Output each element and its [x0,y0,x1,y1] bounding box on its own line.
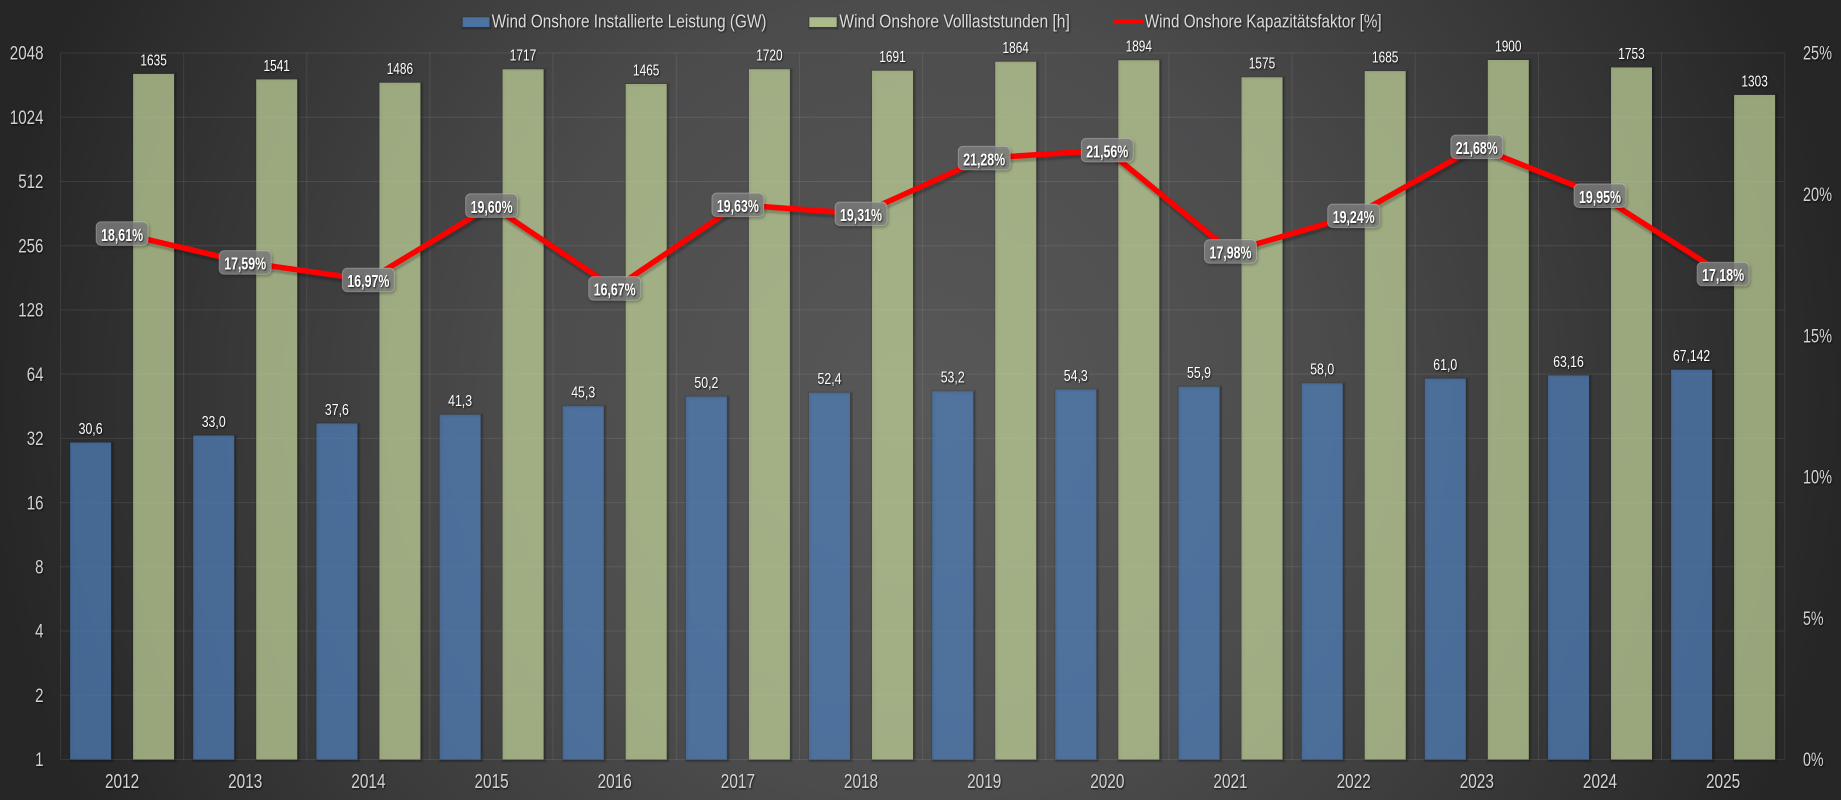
svg-text:2012: 2012 [105,771,139,793]
svg-text:2015: 2015 [475,771,509,793]
svg-text:19,24%: 19,24% [1333,207,1375,227]
svg-text:512: 512 [18,172,43,193]
svg-text:67,142: 67,142 [1673,348,1710,365]
svg-text:Wind Onshore Kapazitätsfaktor: Wind Onshore Kapazitätsfaktor [%] [1145,12,1382,32]
svg-text:1864: 1864 [1003,40,1030,57]
svg-text:2024: 2024 [1583,771,1617,793]
svg-text:2014: 2014 [351,771,385,793]
svg-text:17,18%: 17,18% [1702,265,1744,285]
svg-text:1900: 1900 [1495,38,1522,55]
svg-text:16,97%: 16,97% [347,271,389,291]
svg-text:1541: 1541 [264,58,290,75]
svg-text:2018: 2018 [844,771,878,793]
svg-text:33,0: 33,0 [202,414,226,431]
svg-text:4: 4 [35,622,44,643]
svg-text:19,60%: 19,60% [471,197,513,217]
svg-text:0%: 0% [1803,750,1824,771]
svg-text:55,9: 55,9 [1187,365,1211,382]
svg-text:1575: 1575 [1249,56,1275,73]
svg-text:32: 32 [27,429,44,450]
svg-text:19,63%: 19,63% [717,196,759,216]
svg-text:53,2: 53,2 [941,370,965,387]
svg-text:21,68%: 21,68% [1456,138,1498,158]
svg-text:2013: 2013 [228,771,262,793]
svg-text:1486: 1486 [387,61,413,78]
svg-text:61,0: 61,0 [1433,357,1457,374]
svg-text:1465: 1465 [633,62,659,79]
svg-text:25%: 25% [1803,44,1832,65]
svg-text:1753: 1753 [1618,46,1644,63]
svg-text:16: 16 [27,493,44,514]
svg-text:15%: 15% [1803,326,1832,347]
svg-text:1894: 1894 [1126,39,1153,56]
svg-text:5%: 5% [1803,609,1824,630]
svg-text:1685: 1685 [1372,50,1398,67]
svg-text:Wind Onshore Installierte Leis: Wind Onshore Installierte Leistung (GW) [492,12,767,32]
svg-text:8: 8 [35,558,43,579]
svg-text:128: 128 [18,301,43,322]
svg-text:41,3: 41,3 [448,393,472,410]
svg-text:21,56%: 21,56% [1086,141,1128,161]
svg-text:1024: 1024 [10,108,44,129]
svg-text:2016: 2016 [598,771,632,793]
svg-text:17,98%: 17,98% [1210,243,1252,263]
svg-text:52,4: 52,4 [818,371,842,388]
svg-text:1691: 1691 [879,49,905,66]
svg-text:2023: 2023 [1460,771,1494,793]
svg-text:19,95%: 19,95% [1579,187,1621,207]
svg-text:21,28%: 21,28% [963,149,1005,169]
svg-text:30,6: 30,6 [79,421,103,438]
svg-text:2021: 2021 [1213,771,1247,793]
svg-text:2020: 2020 [1090,771,1124,793]
svg-text:1717: 1717 [510,48,536,65]
svg-text:37,6: 37,6 [325,402,349,419]
svg-text:2017: 2017 [721,771,755,793]
svg-text:20%: 20% [1803,185,1832,206]
svg-text:2025: 2025 [1706,771,1740,793]
svg-text:2: 2 [35,686,43,707]
svg-text:18,61%: 18,61% [101,225,143,245]
svg-text:1: 1 [35,750,43,771]
svg-text:1720: 1720 [756,48,783,65]
svg-text:58,0: 58,0 [1310,362,1334,379]
svg-text:2022: 2022 [1337,771,1371,793]
svg-text:2019: 2019 [967,771,1001,793]
svg-text:2048: 2048 [10,44,44,65]
svg-text:45,3: 45,3 [571,385,595,402]
svg-text:19,31%: 19,31% [840,205,882,225]
svg-text:256: 256 [18,236,43,257]
svg-text:54,3: 54,3 [1064,368,1088,385]
svg-text:16,67%: 16,67% [594,280,636,300]
svg-text:63,16: 63,16 [1553,354,1584,371]
svg-text:10%: 10% [1803,468,1832,489]
svg-text:50,2: 50,2 [694,375,718,392]
svg-text:Wind Onshore Volllaststunden [: Wind Onshore Volllaststunden [h] [839,12,1069,32]
svg-text:64: 64 [27,365,44,386]
svg-text:1635: 1635 [140,52,166,69]
svg-text:17,59%: 17,59% [224,254,266,274]
svg-text:1303: 1303 [1741,73,1767,90]
